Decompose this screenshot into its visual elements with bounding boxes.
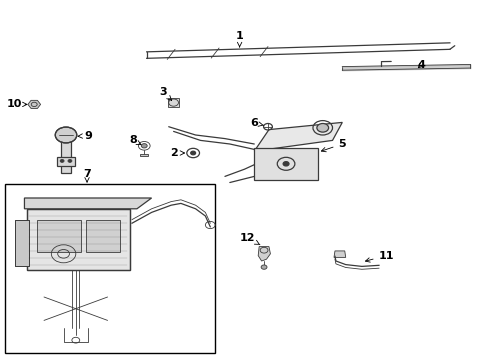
Bar — [85, 220, 120, 252]
Text: 1: 1 — [235, 31, 243, 47]
Text: 7: 7 — [83, 168, 91, 182]
Bar — [15, 220, 29, 266]
Circle shape — [283, 162, 288, 166]
Polygon shape — [258, 247, 270, 261]
Bar — [37, 220, 81, 252]
Circle shape — [68, 159, 72, 162]
Circle shape — [261, 265, 266, 269]
Polygon shape — [24, 198, 151, 209]
Polygon shape — [167, 98, 179, 107]
Bar — [254, 148, 317, 180]
Bar — [140, 154, 148, 156]
Text: 3: 3 — [159, 87, 171, 100]
Bar — [5, 184, 215, 353]
Text: 2: 2 — [169, 148, 184, 158]
Text: 11: 11 — [365, 251, 393, 262]
Circle shape — [55, 127, 77, 143]
Text: 8: 8 — [129, 135, 141, 145]
Circle shape — [141, 144, 147, 148]
Bar — [15, 220, 29, 266]
Bar — [61, 137, 71, 173]
Circle shape — [316, 123, 328, 132]
Text: 5: 5 — [321, 139, 346, 152]
Polygon shape — [28, 100, 41, 108]
Text: 6: 6 — [250, 118, 263, 128]
Text: 4: 4 — [417, 60, 425, 70]
Bar — [27, 209, 129, 270]
Circle shape — [60, 159, 64, 162]
Text: 12: 12 — [239, 233, 260, 245]
Text: 10: 10 — [7, 99, 27, 109]
Polygon shape — [254, 122, 342, 151]
Text: 9: 9 — [78, 131, 92, 141]
Bar — [27, 209, 129, 270]
Circle shape — [190, 151, 195, 155]
Polygon shape — [333, 251, 345, 257]
Bar — [57, 157, 75, 166]
